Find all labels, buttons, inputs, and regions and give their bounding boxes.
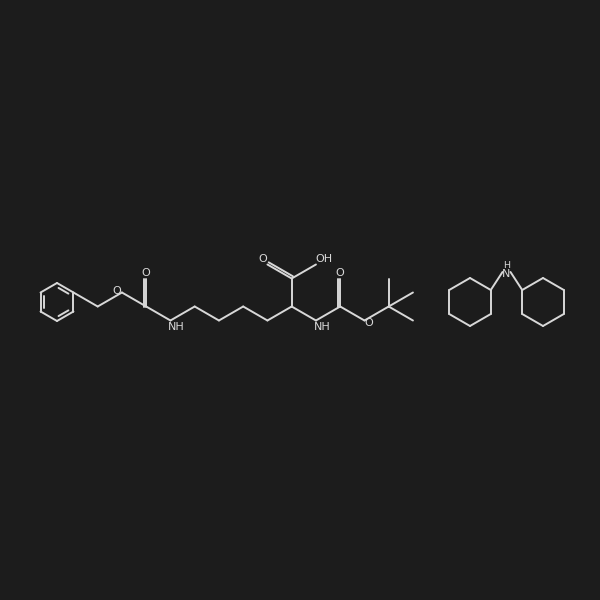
Text: O: O bbox=[364, 317, 373, 328]
Text: O: O bbox=[258, 254, 267, 265]
Text: H: H bbox=[503, 262, 510, 271]
Text: O: O bbox=[142, 268, 151, 277]
Text: O: O bbox=[336, 268, 344, 277]
Text: NH: NH bbox=[168, 323, 185, 332]
Text: OH: OH bbox=[316, 254, 332, 265]
Text: O: O bbox=[113, 286, 121, 296]
Text: N: N bbox=[502, 269, 511, 279]
Text: NH: NH bbox=[314, 323, 331, 332]
